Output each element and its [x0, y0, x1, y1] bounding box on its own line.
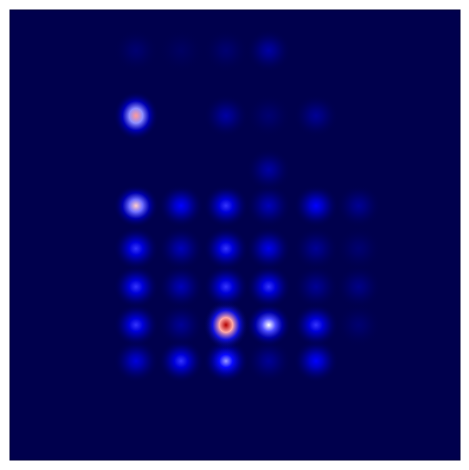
- heat-cell: [159, 227, 204, 270]
- plot-frame: [10, 10, 460, 460]
- heat-cell: [204, 94, 249, 137]
- heat-cell: [159, 29, 204, 72]
- heat-cell: [336, 148, 381, 191]
- heat-cell: [204, 29, 249, 72]
- heat-cell: [294, 94, 339, 137]
- heat-cell: [336, 265, 381, 308]
- heat-cell: [204, 148, 249, 191]
- heat-cell: [294, 29, 339, 72]
- heat-cell: [294, 265, 339, 308]
- heat-cell: [294, 148, 339, 191]
- heat-cell: [114, 148, 159, 191]
- heat-cell: [336, 29, 381, 72]
- plot-background: [10, 10, 460, 460]
- heat-cell: [204, 265, 249, 308]
- heat-cell: [294, 303, 339, 346]
- heat-cell: [114, 91, 159, 140]
- heat-cell: [204, 227, 249, 270]
- heat-cell: [336, 303, 381, 346]
- heat-cell: [246, 303, 291, 346]
- heat-cell: [246, 94, 291, 137]
- heat-cell: [336, 94, 381, 137]
- heat-cell: [246, 29, 291, 72]
- heat-cell: [159, 94, 204, 137]
- heatmap-svg: [0, 0, 469, 470]
- heat-cell: [159, 265, 204, 308]
- heat-cell: [246, 265, 291, 308]
- heat-cell: [159, 303, 204, 346]
- heat-cell: [246, 148, 291, 191]
- heat-cell: [114, 303, 159, 346]
- heat-cell: [114, 227, 159, 270]
- heat-cell: [246, 227, 291, 270]
- heat-cell: [336, 227, 381, 270]
- heat-cell: [114, 29, 159, 72]
- heat-cell: [114, 265, 159, 308]
- heat-cell: [159, 148, 204, 191]
- chart-root: [0, 0, 469, 470]
- heat-cell: [294, 227, 339, 270]
- cells: [114, 29, 382, 383]
